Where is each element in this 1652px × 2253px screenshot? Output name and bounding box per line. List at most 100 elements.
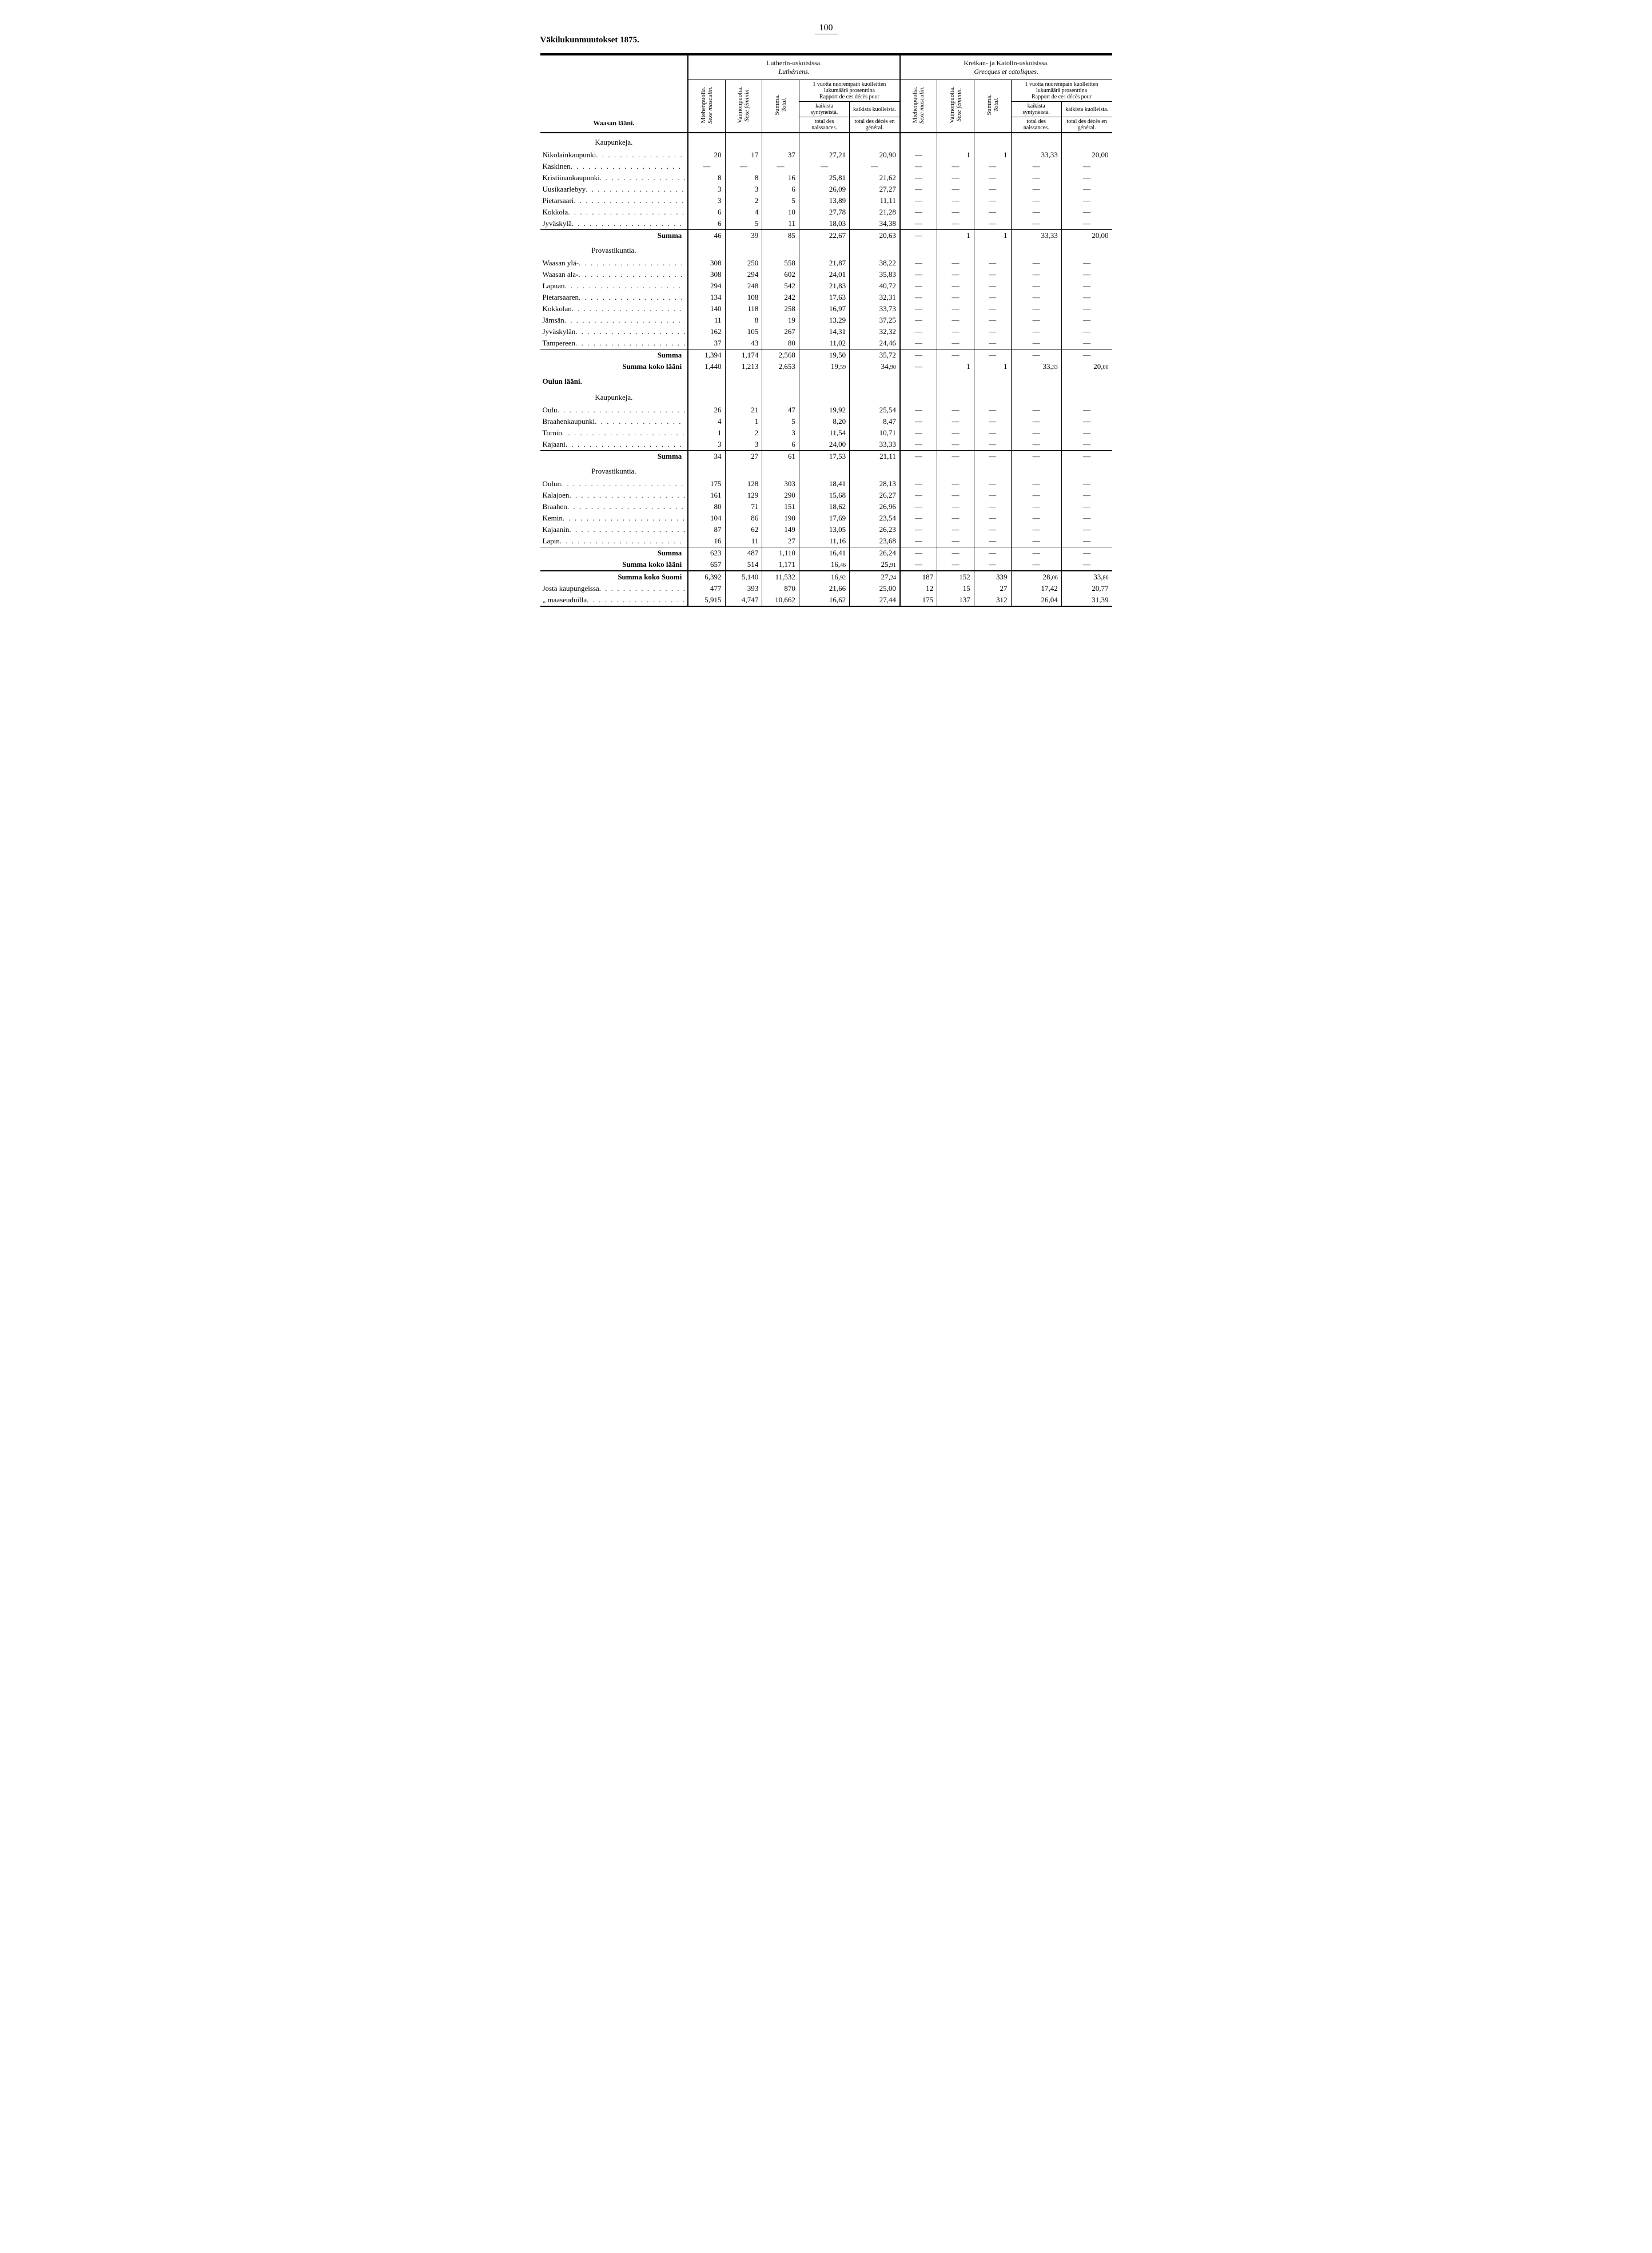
table-cell: — <box>900 501 937 512</box>
table-cell: — <box>974 195 1011 206</box>
table-cell: 11,532 <box>762 571 799 583</box>
table-cell: 20,63 <box>850 230 900 242</box>
table-cell: 10 <box>762 206 799 218</box>
table-cell: — <box>937 416 974 427</box>
table-cell: — <box>974 416 1011 427</box>
table-cell: 38,22 <box>850 257 900 269</box>
table-cell: — <box>1061 416 1112 427</box>
table-cell: — <box>1061 547 1112 559</box>
table-cell: — <box>1061 490 1112 501</box>
table-cell: 86 <box>725 512 762 524</box>
table-cell: 129 <box>725 490 762 501</box>
table-cell: — <box>900 230 937 242</box>
table-cell: — <box>1061 206 1112 218</box>
table-cell: 558 <box>762 257 799 269</box>
table-cell: 8,47 <box>850 416 900 427</box>
table-cell: — <box>900 303 937 315</box>
table-cell: 21,83 <box>799 280 849 292</box>
table-cell: 21,28 <box>850 206 900 218</box>
table-cell: — <box>900 547 937 559</box>
table-cell: — <box>1011 416 1061 427</box>
row-label: Waasan ala- . . . . . . . . . . . . . . … <box>540 269 688 280</box>
table-cell: — <box>1061 315 1112 326</box>
row-label: Summa koko lääni <box>540 361 688 372</box>
table-cell: 33,33 <box>1011 361 1061 372</box>
table-cell: — <box>1061 257 1112 269</box>
region-header: Waasan lääni. <box>593 119 634 127</box>
table-cell: 33,33 <box>1011 149 1061 161</box>
table-cell: — <box>900 490 937 501</box>
table-cell: — <box>937 161 974 172</box>
table-cell: 43 <box>725 337 762 349</box>
table-cell: 151 <box>762 501 799 512</box>
table-cell: — <box>900 559 937 571</box>
table-cell: 2 <box>725 427 762 439</box>
table-cell: — <box>937 349 974 361</box>
table-cell: 21,87 <box>799 257 849 269</box>
table-cell: 25,54 <box>850 404 900 416</box>
table-cell: — <box>850 161 900 172</box>
table-cell: 514 <box>725 559 762 571</box>
col-infant-g: 1 vuotta nuorempain kuolleitten lukumäär… <box>1011 80 1112 102</box>
table-cell: 2,653 <box>762 361 799 372</box>
table-cell: 5,140 <box>725 571 762 583</box>
table-cell: 5 <box>762 195 799 206</box>
row-label: Nikolainkaupunki . . . . . . . . . . . .… <box>540 149 688 161</box>
section-header: Provastikuntia. <box>540 241 688 257</box>
table-cell: — <box>937 292 974 303</box>
table-cell: 16,92 <box>799 571 849 583</box>
table-cell: 37 <box>762 149 799 161</box>
row-label: Summa koko Suomi <box>540 571 688 583</box>
table-cell: 6 <box>762 184 799 195</box>
row-label: Kemin . . . . . . . . . . . . . . . . . … <box>540 512 688 524</box>
table-cell: 3 <box>725 184 762 195</box>
table-cell: 3 <box>725 439 762 451</box>
table-cell: 1,213 <box>725 361 762 372</box>
table-cell: — <box>974 280 1011 292</box>
col-female-g: Vaimonpuolia.Sexe féminin. <box>949 84 962 125</box>
table-cell: 40,72 <box>850 280 900 292</box>
table-cell: 11 <box>688 315 725 326</box>
table-cell: — <box>1061 292 1112 303</box>
table-cell: 25,91 <box>850 559 900 571</box>
table-cell: — <box>1011 326 1061 337</box>
table-cell: — <box>900 218 937 230</box>
table-cell: 23,68 <box>850 535 900 547</box>
table-cell: — <box>974 269 1011 280</box>
table-cell: 62 <box>725 524 762 535</box>
table-cell: — <box>937 195 974 206</box>
section-header: Oulun lääni. <box>540 372 688 388</box>
row-label: Summa <box>540 230 688 242</box>
table-cell: 3 <box>688 184 725 195</box>
table-cell: — <box>1061 512 1112 524</box>
row-label: Pietarsaaren . . . . . . . . . . . . . .… <box>540 292 688 303</box>
table-cell: — <box>900 326 937 337</box>
table-cell: 11,54 <box>799 427 849 439</box>
row-label: Summa <box>540 349 688 361</box>
table-cell: — <box>974 490 1011 501</box>
table-cell: 2 <box>725 195 762 206</box>
table-cell: — <box>1011 218 1061 230</box>
table-cell: 1 <box>688 427 725 439</box>
row-label: Jyväskylä . . . . . . . . . . . . . . . … <box>540 218 688 230</box>
row-label: Jyväskylän . . . . . . . . . . . . . . .… <box>540 326 688 337</box>
table-cell: 17 <box>725 149 762 161</box>
row-label: Oulun . . . . . . . . . . . . . . . . . … <box>540 478 688 490</box>
table-cell: 71 <box>725 501 762 512</box>
table-cell: — <box>974 535 1011 547</box>
table-cell: 11,16 <box>799 535 849 547</box>
table-cell: 26,27 <box>850 490 900 501</box>
table-cell: 5,915 <box>688 594 725 606</box>
col-deaths-g: kaikista kuolleista. <box>1061 102 1112 117</box>
table-cell: 8 <box>725 315 762 326</box>
table-cell: 602 <box>762 269 799 280</box>
table-cell: — <box>974 501 1011 512</box>
table-cell: — <box>974 172 1011 184</box>
table-cell: 1 <box>937 361 974 372</box>
table-cell: — <box>1061 303 1112 315</box>
table-cell: — <box>1061 161 1112 172</box>
col-male-g: Miehenpuolia.Sexe masculin. <box>911 84 925 126</box>
table-cell: — <box>1011 404 1061 416</box>
table-cell: 10,71 <box>850 427 900 439</box>
col-total-g: Summa.Total. <box>986 92 1000 117</box>
